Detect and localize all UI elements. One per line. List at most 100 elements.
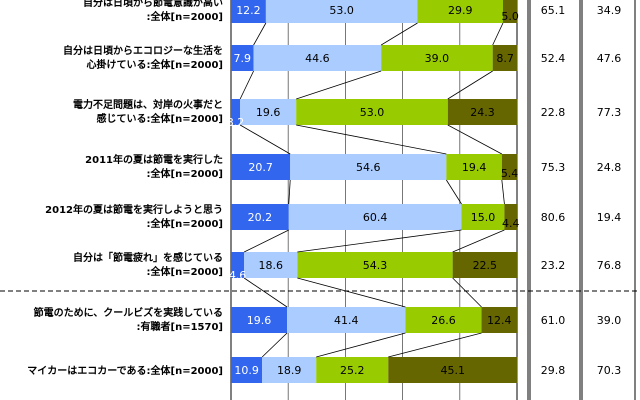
- data-label: 18.6: [259, 259, 284, 272]
- bar-segment: [297, 252, 453, 278]
- data-label: 39.0: [425, 52, 450, 65]
- data-label: 3.2: [227, 116, 245, 129]
- data-label: 4.4: [502, 217, 520, 230]
- row-label: 感じている:全体[n=2000]: [97, 112, 223, 125]
- row-label: :全体[n=2000]: [147, 167, 223, 180]
- bar-segment: [388, 357, 518, 383]
- data-label: 29.9: [448, 4, 473, 17]
- data-label: 19.4: [462, 161, 487, 174]
- bar-segment: [447, 99, 518, 125]
- total-value: 80.6: [541, 211, 566, 224]
- row-label: :全体[n=2000]: [147, 265, 223, 278]
- data-label: 8.7: [496, 52, 514, 65]
- data-label: 53.0: [329, 4, 354, 17]
- bar-segment: [231, 252, 245, 278]
- bar-segment: [231, 154, 291, 180]
- bar-segment: [288, 204, 462, 230]
- row-label: :全体[n=2000]: [147, 10, 223, 23]
- bar-segment: [452, 252, 517, 278]
- connector-line: [239, 124, 291, 155]
- bar-segment: [253, 45, 382, 71]
- connector-line: [288, 179, 291, 205]
- bar-segment: [405, 307, 482, 333]
- connector-line: [452, 277, 482, 308]
- total-value: 23.2: [541, 259, 566, 272]
- connector-line: [297, 277, 406, 308]
- row-label: 節電のために、クールビズを実践している: [34, 306, 223, 319]
- total-value: 77.3: [597, 106, 622, 119]
- total-value: 29.8: [541, 364, 566, 377]
- bar-segment: [240, 99, 297, 125]
- bar-segment: [287, 307, 406, 333]
- connector-line: [316, 332, 406, 358]
- total-value: 52.4: [541, 52, 566, 65]
- bar-segment: [231, 204, 289, 230]
- data-label: 20.7: [248, 161, 273, 174]
- total-value: 34.9: [597, 4, 622, 17]
- data-label: 22.5: [473, 259, 498, 272]
- data-label: 24.3: [470, 106, 495, 119]
- bar-segment: [502, 0, 518, 23]
- total-value: 22.8: [541, 106, 566, 119]
- bar-segment: [461, 204, 505, 230]
- row-label: 自分は「節電疲れ」を感じている: [73, 251, 223, 264]
- data-label: 15.0: [471, 211, 496, 224]
- total-value: 24.8: [597, 161, 622, 174]
- data-label: 60.4: [363, 211, 388, 224]
- data-label: 19.6: [247, 314, 272, 327]
- bar-segment: [316, 357, 389, 383]
- row-label: 自分は日頃から節電意識が高い: [83, 0, 223, 9]
- connector-line: [447, 70, 493, 100]
- bar-segment: [265, 0, 418, 23]
- bar-segment: [290, 154, 447, 180]
- row-label: 電力不足問題は、対岸の火事だと: [73, 98, 223, 111]
- connector-line: [296, 70, 382, 100]
- connector-line: [446, 179, 462, 205]
- data-label: 45.1: [441, 364, 466, 377]
- connector-line: [380, 22, 418, 46]
- data-label: 54.6: [356, 161, 381, 174]
- data-label: 5.0: [501, 10, 519, 23]
- total-value: 19.4: [597, 211, 622, 224]
- total-value: 65.1: [541, 4, 566, 17]
- data-label: 25.2: [340, 364, 365, 377]
- row-label: 2011年の夏は節電を実行した: [85, 153, 223, 166]
- bar-segment: [231, 307, 288, 333]
- connector-line: [501, 179, 505, 205]
- bar-segment: [244, 252, 298, 278]
- bar-segment: [381, 45, 493, 71]
- bar-segment: [501, 154, 518, 180]
- bar-segment: [504, 204, 517, 230]
- row-label: 心掛けている:全体[n=2000]: [87, 58, 223, 71]
- row-label: 自分は日頃からエコロジーな生活を: [63, 44, 223, 57]
- connector-line: [447, 124, 503, 155]
- connector-line: [452, 229, 505, 253]
- row-label: 2012年の夏は節電を実行しようと思う: [45, 203, 223, 216]
- total-value: 47.6: [597, 52, 622, 65]
- data-label: 5.4: [501, 167, 519, 180]
- total-value: 39.0: [597, 314, 622, 327]
- data-label: 19.6: [256, 106, 281, 119]
- data-label: 44.6: [305, 52, 330, 65]
- data-label: 12.4: [487, 314, 512, 327]
- bar-segment: [417, 0, 503, 23]
- connector-line: [253, 22, 267, 46]
- data-label: 7.9: [234, 52, 252, 65]
- connector-line: [297, 229, 462, 253]
- bar-segment: [492, 45, 518, 71]
- data-label: 10.9: [234, 364, 259, 377]
- data-label: 20.2: [248, 211, 273, 224]
- total-value: 76.8: [597, 259, 622, 272]
- total-value: 75.3: [541, 161, 566, 174]
- bar-segment: [446, 154, 502, 180]
- bar-segment: [231, 99, 241, 125]
- data-label: 18.9: [277, 364, 302, 377]
- connector-line: [492, 22, 504, 46]
- data-label: 26.6: [431, 314, 456, 327]
- connector-line: [296, 124, 447, 155]
- row-label: マイカーはエコカーである:全体[n=2000]: [27, 364, 223, 377]
- data-label: 12.2: [236, 4, 261, 17]
- data-label: 54.3: [363, 259, 388, 272]
- bar-segment: [481, 307, 517, 333]
